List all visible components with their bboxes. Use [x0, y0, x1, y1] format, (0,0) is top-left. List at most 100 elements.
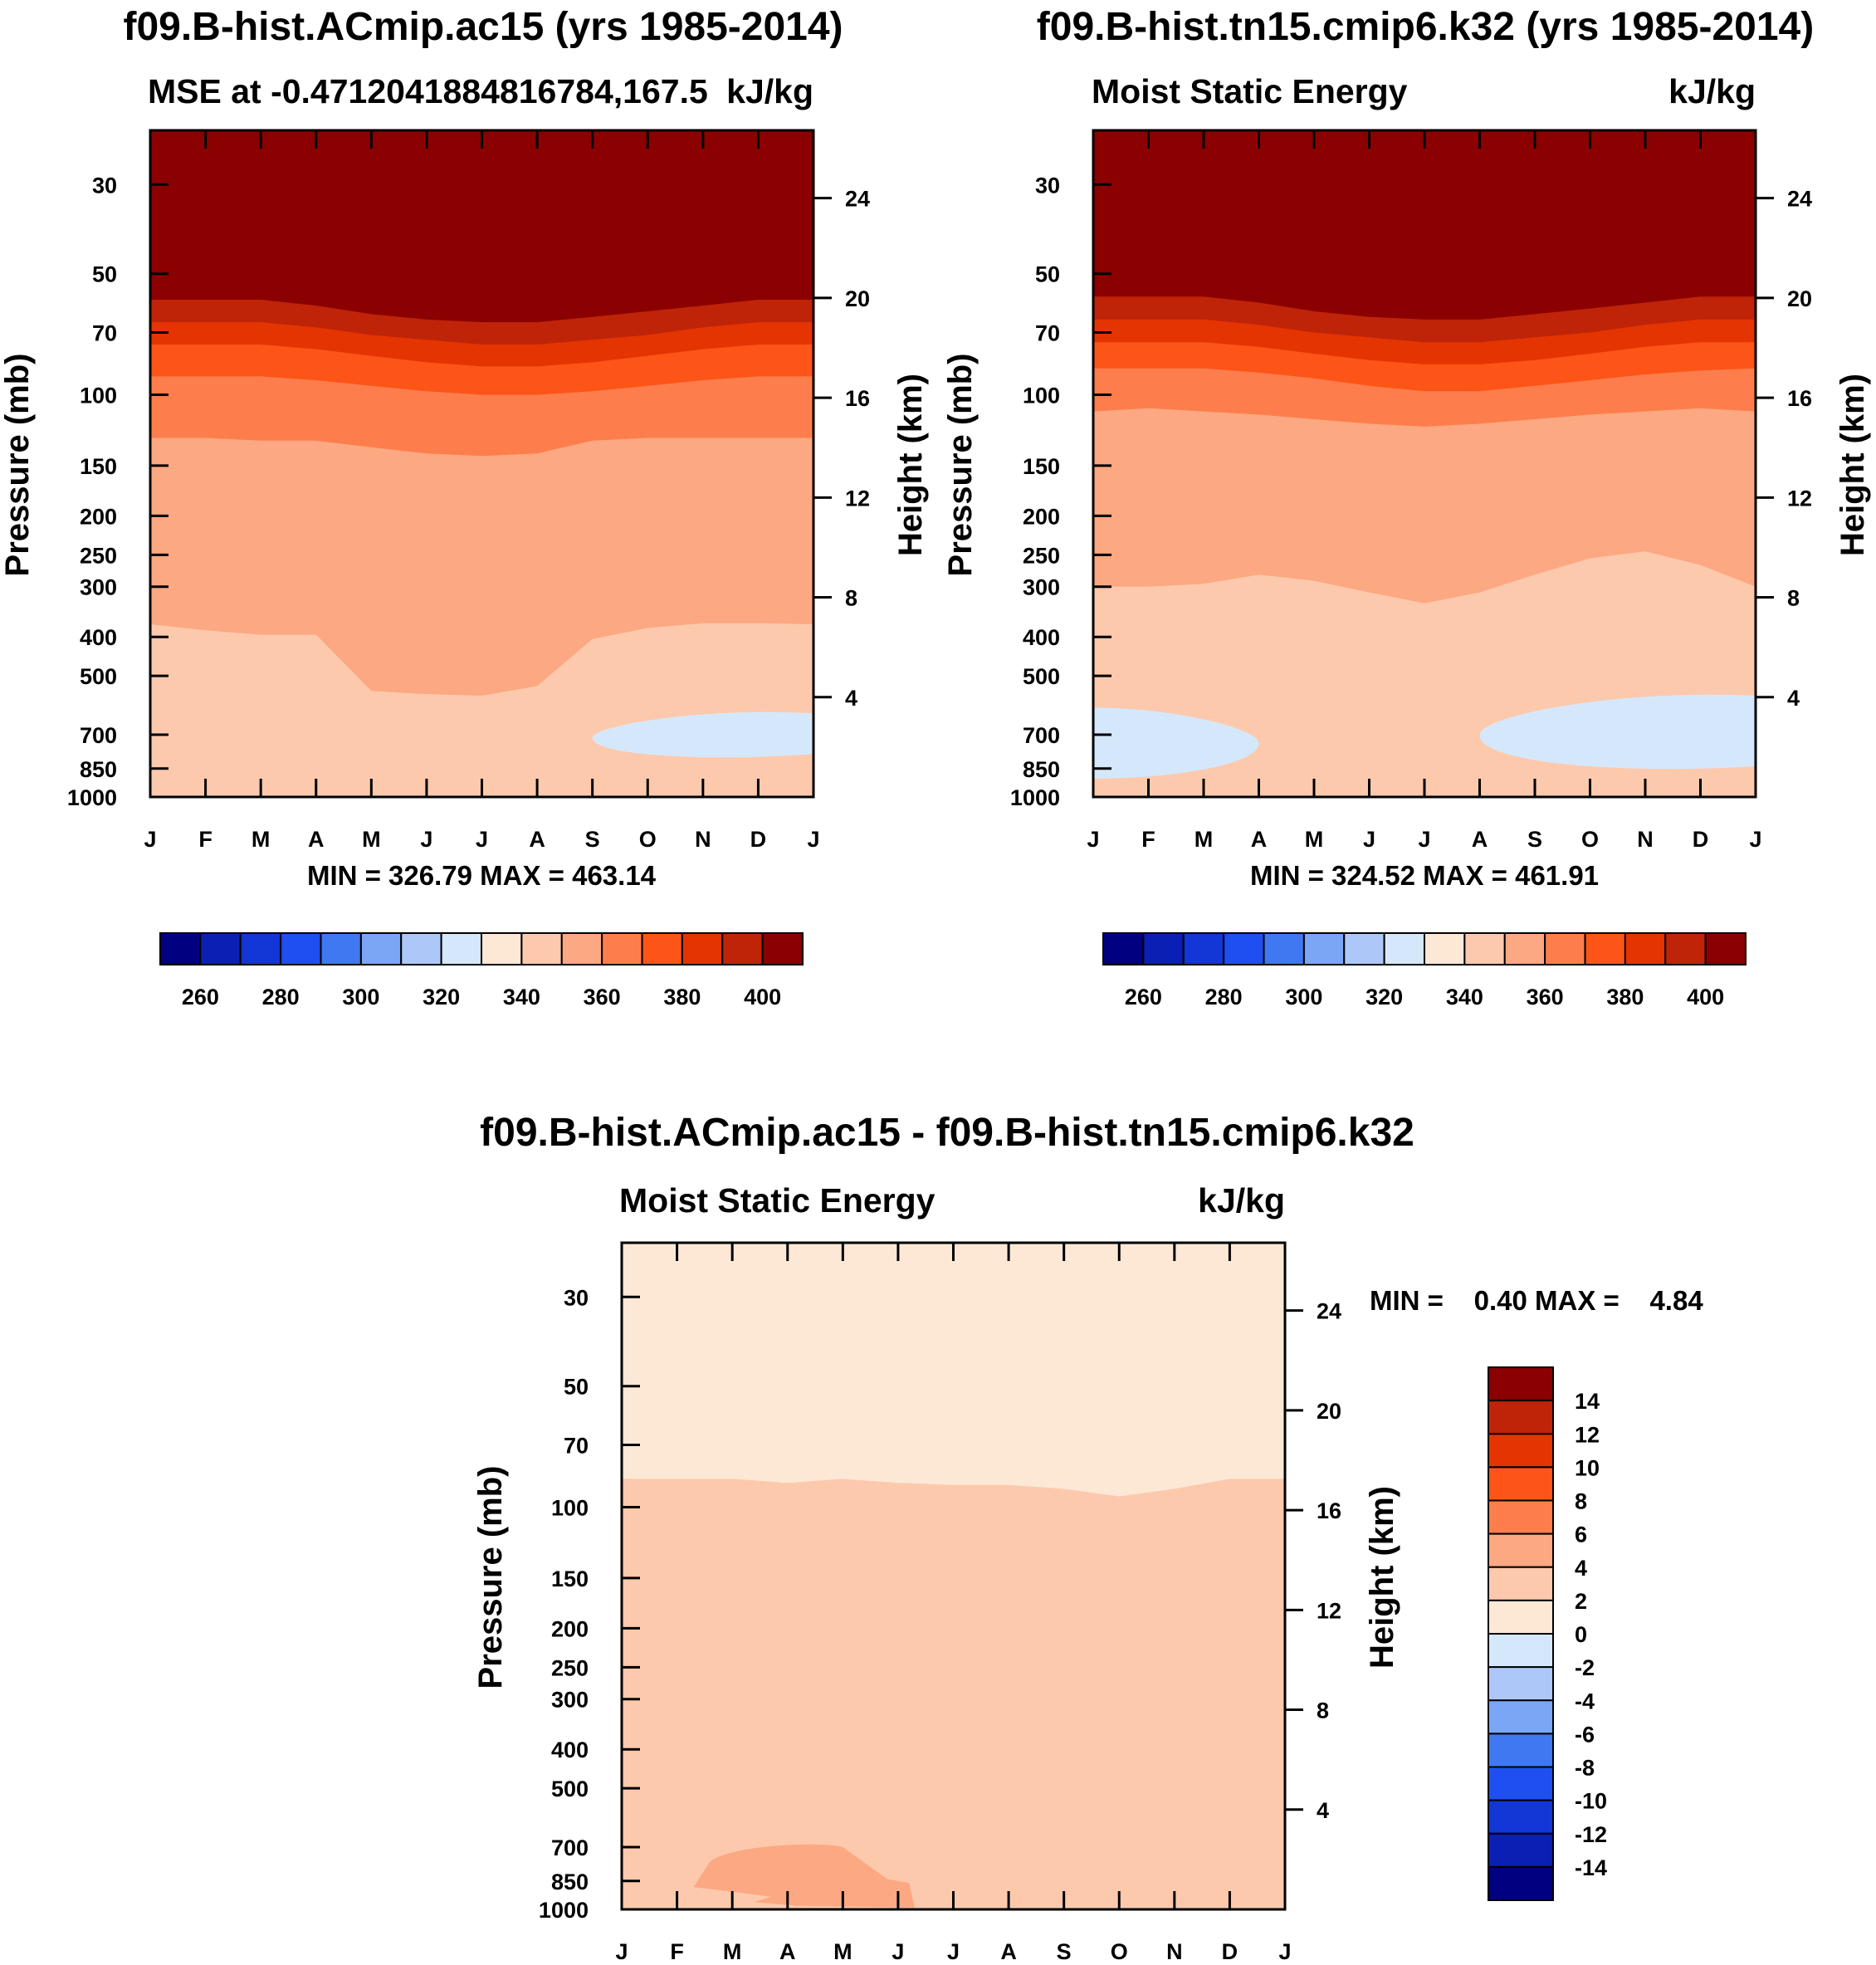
panel1-subtitle-right: kJ/kg	[726, 72, 813, 110]
panel2-xtick-label: S	[1527, 827, 1542, 852]
panel1-colorbar-label: 400	[744, 985, 781, 1009]
panel2-ptick-label: 30	[1035, 173, 1060, 198]
panel3-xtick-label: J	[947, 1939, 960, 1964]
panel1-htick-label: 12	[845, 486, 870, 511]
panel3-minmax: MIN = 0.40 MAX = 4.84	[1370, 1285, 1703, 1316]
panel3-ptick-label: 500	[551, 1777, 589, 1801]
panel1-level-region	[150, 130, 813, 323]
panel2-htick-label: 16	[1787, 386, 1812, 411]
panel3-colorbar-label: 10	[1575, 1455, 1600, 1480]
panel1-xtick-label: A	[529, 827, 545, 852]
panel2-colorbar-cell	[1424, 932, 1466, 965]
panel3-ptick-label: 70	[564, 1434, 589, 1459]
panel2-ptick-label: 250	[1023, 543, 1060, 568]
panel2-low-pocket	[1093, 707, 1259, 779]
panel3-colorbar-cell	[1488, 1532, 1554, 1568]
panel2-ptick-label: 1000	[1010, 785, 1060, 810]
panel2-colorbar-cell	[1704, 932, 1747, 965]
panel1-contour-fill	[150, 130, 813, 797]
panel3-colorbar-label: 4	[1575, 1556, 1587, 1581]
panel2-colorbar-label: 380	[1606, 985, 1644, 1009]
panel1-colorbar-cell	[761, 932, 804, 965]
panel3-ptick-label: 50	[564, 1375, 589, 1400]
panel3-xtick-label: D	[1222, 1939, 1238, 1964]
panel3-colorbar-cell	[1488, 1366, 1554, 1402]
panel2-ptick-label: 400	[1023, 625, 1060, 650]
panel2-subtitle-right: kJ/kg	[1668, 72, 1756, 110]
panel3-xtick-label: F	[670, 1939, 684, 1964]
panel3-ptick-label: 100	[551, 1496, 589, 1521]
panel1-ptick-label: 400	[80, 625, 117, 650]
panel1-xtick-label: F	[198, 827, 213, 852]
panel3-xtick-label: J	[892, 1939, 904, 1964]
panel1-colorbar-label: 300	[342, 985, 379, 1009]
panel1-colorbar-cell	[359, 932, 403, 965]
panel2-ptick-label: 850	[1023, 757, 1060, 782]
panel3-xtick-label: M	[833, 1939, 853, 1964]
panel2-colorbar-label: 260	[1125, 985, 1162, 1009]
panel3-level-region	[622, 1243, 1285, 1497]
panel3-y2label: Height (km)	[1364, 1486, 1400, 1669]
panel2-ptick-label: 500	[1023, 664, 1060, 689]
panel2-htick-label: 4	[1787, 686, 1800, 711]
panel3-ptick-label: 200	[551, 1616, 589, 1641]
panel2-xtick-label: D	[1693, 827, 1709, 852]
panel3-ptick-label: 700	[551, 1835, 589, 1860]
panel3-xtick-label: J	[1278, 1939, 1291, 1964]
panel3-ptick-label: 850	[551, 1870, 589, 1894]
panel1-xtick-label: J	[476, 827, 488, 852]
panel1-htick-label: 16	[845, 386, 870, 411]
panel1-colorbar-cell	[199, 932, 242, 965]
panel1-colorbar-cell	[400, 932, 442, 965]
panel3-colorbar-cell	[1488, 1799, 1554, 1835]
panel1-low-pocket	[592, 711, 813, 758]
panel3-htick-label: 20	[1317, 1399, 1341, 1424]
panel2-colorbar-label: 320	[1365, 985, 1403, 1009]
panel2-subtitle-left: Moist Static Energy	[1092, 72, 1408, 110]
panel3-htick-label: 24	[1317, 1299, 1341, 1324]
panel2-colorbar-cell	[1142, 932, 1185, 965]
panel1-colorbar-label: 320	[423, 985, 460, 1009]
panel3-colorbar-cell	[1488, 1433, 1554, 1469]
panel3-htick-label: 12	[1317, 1598, 1341, 1623]
panel2-ptick-label: 100	[1023, 384, 1060, 408]
panel2-xtick-label: A	[1251, 827, 1268, 852]
panel2-colorbar-cell	[1463, 932, 1506, 965]
panel1-xtick-label: O	[639, 827, 657, 852]
panel2-colorbar-cell	[1383, 932, 1425, 965]
panel3-xtick-label: S	[1057, 1939, 1072, 1964]
panel3-colorbar-cell	[1488, 1466, 1554, 1502]
panel3-htick-label: 8	[1317, 1699, 1329, 1723]
panel1-ptick-label: 500	[80, 664, 117, 689]
panel1-xtick-label: M	[252, 827, 271, 852]
panel3-colorbar-label: 14	[1575, 1389, 1600, 1414]
panel2-xtick-label: J	[1363, 827, 1375, 852]
panel3-xtick-label: N	[1166, 1939, 1183, 1964]
panel1-colorbar-cell	[721, 932, 764, 965]
panel3-colorbar-label: 0	[1575, 1622, 1587, 1647]
panel1-htick-label: 24	[845, 187, 870, 212]
panel1-ptick-label: 850	[80, 757, 117, 782]
panel1-ptick-label: 30	[92, 173, 117, 198]
panel2-xtick-label: N	[1637, 827, 1654, 852]
panel3-xtick-label: O	[1111, 1939, 1128, 1964]
panel1-colorbar-cell	[320, 932, 362, 965]
panel1-htick-label: 4	[845, 686, 857, 711]
panel3-ptick-label: 1000	[539, 1898, 589, 1923]
panel3-xtick-label: M	[723, 1939, 742, 1964]
panel3-subtitle-left: Moist Static Energy	[619, 1181, 936, 1220]
panel1-ptick-label: 70	[92, 321, 117, 346]
panel2-y2label: Height (km)	[1834, 374, 1871, 556]
panel1-colorbar-cell	[280, 932, 322, 965]
panel3-colorbar-label: -8	[1575, 1756, 1595, 1781]
panel3-colorbar-label: -14	[1575, 1855, 1607, 1880]
panel1-ptick-label: 250	[80, 543, 117, 568]
panel3-colorbar-label: 6	[1575, 1523, 1587, 1547]
panel1-colorbar-label: 360	[584, 985, 621, 1009]
panel2-ylabel: Pressure (mb)	[942, 354, 979, 577]
panel2-colorbar-cell	[1624, 932, 1667, 965]
panel2-colorbar-cell	[1584, 932, 1626, 965]
panel2-colorbar-cell	[1182, 932, 1225, 965]
panel3-subtitle-right: kJ/kg	[1198, 1181, 1285, 1220]
panel2-colorbar-cell	[1302, 932, 1346, 965]
